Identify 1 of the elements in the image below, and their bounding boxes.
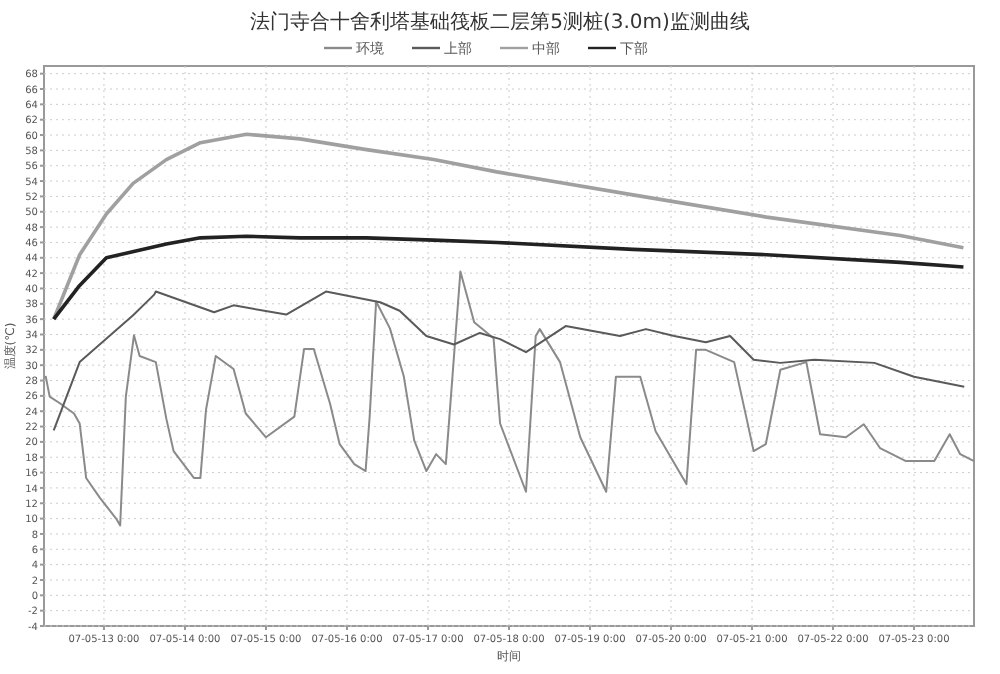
chart-title: 法门寺合十舍利塔基础筏板二层第5测桩(3.0m)监测曲线 xyxy=(250,10,750,34)
